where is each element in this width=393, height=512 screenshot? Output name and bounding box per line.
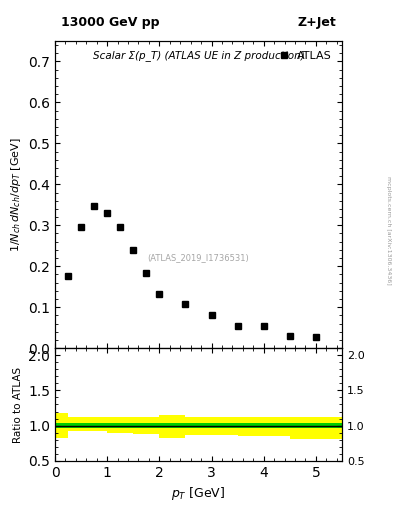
Text: Z+Jet: Z+Jet <box>298 16 336 29</box>
X-axis label: $p_T$ [GeV]: $p_T$ [GeV] <box>171 485 226 502</box>
Text: (ATLAS_2019_I1736531): (ATLAS_2019_I1736531) <box>148 253 249 262</box>
ATLAS <box>144 270 149 276</box>
Text: Scalar Σ(p_T) (ATLAS UE in Z production): Scalar Σ(p_T) (ATLAS UE in Z production) <box>93 50 304 61</box>
Line: ATLAS: ATLAS <box>64 202 319 340</box>
ATLAS <box>261 323 266 329</box>
ATLAS <box>183 301 188 307</box>
ATLAS <box>157 291 162 297</box>
ATLAS <box>287 333 292 339</box>
Legend: ATLAS: ATLAS <box>275 47 336 66</box>
Y-axis label: $1/N_{ch}\,dN_{ch}/dp_T$ [GeV]: $1/N_{ch}\,dN_{ch}/dp_T$ [GeV] <box>9 137 23 252</box>
ATLAS <box>66 273 70 280</box>
ATLAS <box>105 210 110 216</box>
Text: mcplots.cern.ch [arXiv:1306.3436]: mcplots.cern.ch [arXiv:1306.3436] <box>386 176 391 285</box>
ATLAS <box>118 224 123 230</box>
ATLAS <box>79 224 83 230</box>
ATLAS <box>92 203 97 209</box>
Y-axis label: Ratio to ATLAS: Ratio to ATLAS <box>13 367 23 442</box>
ATLAS <box>314 334 318 340</box>
ATLAS <box>209 312 214 318</box>
ATLAS <box>131 247 136 253</box>
Text: 13000 GeV pp: 13000 GeV pp <box>61 16 159 29</box>
ATLAS <box>235 323 240 329</box>
